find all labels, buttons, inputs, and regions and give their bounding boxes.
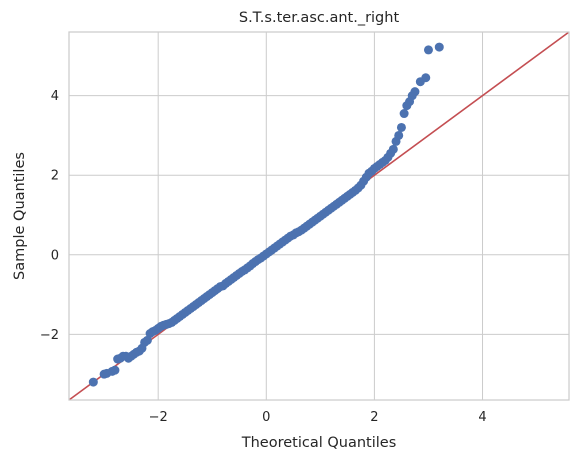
x-tick-label: 2 [370,410,378,425]
x-tick-label: −2 [149,410,168,425]
data-point [142,335,152,345]
y-tick-labels: −2 0 2 4 [40,89,59,343]
data-points [88,42,444,387]
x-tick-label: 4 [478,410,486,425]
y-tick-label: 2 [51,169,59,184]
data-point [399,109,409,119]
y-axis-label: Sample Quantiles [12,152,28,280]
y-tick-label: 4 [51,89,59,104]
data-point [88,377,98,387]
data-point [434,42,444,52]
x-tick-labels: −2 0 2 4 [149,410,487,425]
data-point [394,130,404,140]
data-point [396,122,406,132]
plot-area-frame [68,31,570,401]
x-axis-label: Theoretical Quantiles [241,435,397,451]
data-point [421,73,431,83]
y-tick-label: −2 [40,328,59,343]
x-tick-label: 0 [262,410,270,425]
data-point [110,365,120,375]
y-tick-label: 0 [51,248,59,263]
data-point [388,144,398,154]
chart-title: S.T.s.ter.asc.ant._right [239,10,400,26]
data-point [410,87,420,97]
data-point [423,45,433,55]
